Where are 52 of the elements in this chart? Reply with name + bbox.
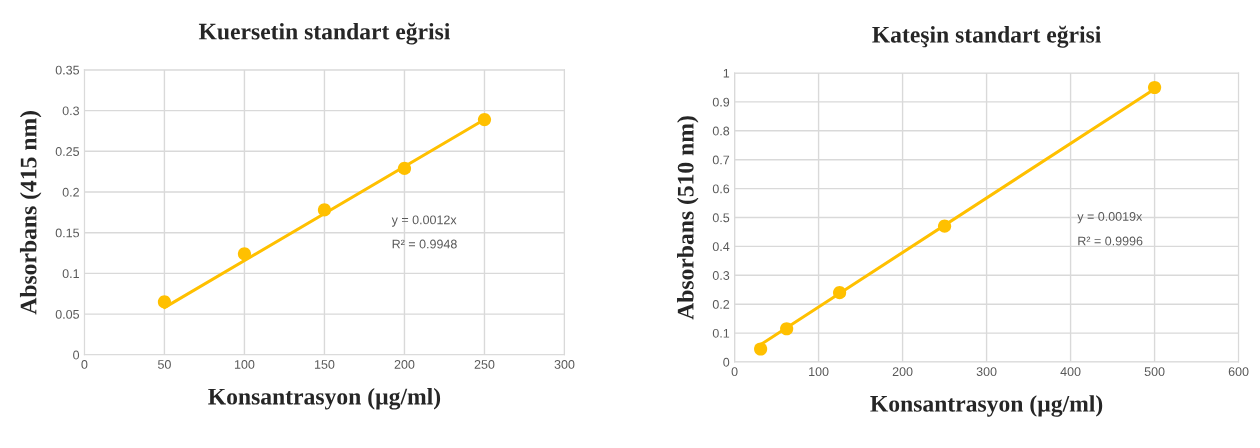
chart-title: Kuersetin standart eğrisi [198,22,451,45]
point [754,342,768,356]
point [1147,80,1162,95]
annotation: y = 0.0019x [1077,212,1143,224]
point [780,322,794,336]
x-tick-label: 0 [81,360,88,369]
point [937,219,952,233]
x-tick-label: 600 [1228,367,1249,377]
x-tick-label: 400 [1060,367,1081,377]
y-axis-title: Absorbans (510 nm) [677,116,699,320]
y-tick-label: 0.3 [712,271,730,280]
annotation: R² = 0.9948 [392,239,457,249]
x-tick-label: 50 [157,360,171,369]
x-axis-title: Konsantrasyon (µg/ml) [870,395,1103,417]
y-tick-label: 0.5 [712,213,730,223]
x-tick-label: 250 [474,360,495,369]
y-tick-label: 0.8 [712,126,730,136]
y-tick-label: 0.25 [55,147,80,156]
x-tick-label: 200 [892,367,913,377]
x-tick-label: 300 [976,367,997,377]
x-tick-label: 200 [394,360,415,369]
x-axis-title: Konsantrasyon (µg/ml) [208,388,441,410]
x-tick-label: 500 [1144,367,1165,377]
point [477,112,492,127]
y-tick-label: 0 [73,350,80,360]
y-tick-label: 0.15 [55,228,80,238]
y-axis-title: Absorbans (415 nm) [19,111,42,315]
y-tick-label: 0.2 [712,299,730,309]
x-tick-label: 100 [809,367,829,377]
y-tick-label: 0.3 [62,106,80,116]
point [317,203,332,217]
y-tick-label: 0.2 [62,187,79,197]
point [157,295,172,309]
y-tick-label: 1 [723,68,730,78]
y-tick-label: 0.4 [712,242,730,252]
x-tick-label: 150 [314,360,335,369]
y-tick-label: 0.1 [62,269,79,279]
annotation: R² = 0.9996 [1078,236,1143,246]
y-tick-label: 0.7 [712,155,730,165]
y-tick-label: 0.05 [55,309,80,319]
x-tick-label: 0 [731,367,738,377]
y-tick-label: 0.9 [712,97,730,107]
point [237,247,252,261]
chart-title: Kateşin standart eğrisi [872,25,1101,48]
y-tick-label: 0.6 [712,184,730,194]
point [832,286,847,300]
x-tick-label: 100 [234,360,255,369]
x-tick-label: 300 [554,360,575,369]
y-tick-label: 0.1 [712,328,730,338]
annotation: y = 0.0012x [391,215,457,227]
y-tick-label: 0.35 [55,65,80,75]
point [397,161,412,175]
